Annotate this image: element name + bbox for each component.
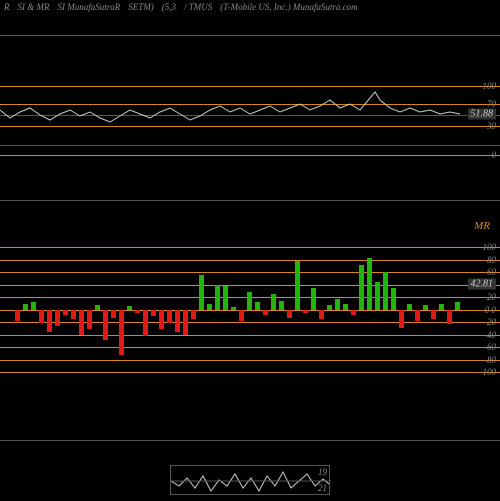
hist-bar <box>399 310 404 328</box>
mini-label-top: 19 <box>318 467 327 477</box>
hist-bar <box>383 272 388 310</box>
hist-axis-label: -20 <box>484 317 496 327</box>
hist-bar <box>87 310 92 329</box>
hist-bar <box>271 294 276 310</box>
hist-gridline <box>0 322 500 323</box>
hist-axis-label: 0 0 <box>485 305 496 315</box>
hist-bar <box>207 304 212 310</box>
hist-bar <box>95 305 100 310</box>
hist-bar <box>191 310 196 319</box>
hist-value-tag: 42.81 <box>468 279 497 290</box>
hist-bar <box>367 258 372 310</box>
hist-bar <box>47 310 52 332</box>
hist-bar <box>407 304 412 310</box>
hist-bar <box>55 310 60 326</box>
hist-bar <box>279 301 284 310</box>
hist-bar <box>303 310 308 313</box>
hist-bar <box>375 282 380 310</box>
hist-bar <box>71 310 76 319</box>
hist-bar <box>127 306 132 310</box>
hist-border <box>0 440 500 441</box>
hist-axis-label: -80 <box>484 355 496 365</box>
hist-bar <box>119 310 124 355</box>
hist-bar <box>199 275 204 310</box>
mini-line <box>171 466 331 496</box>
hist-bar <box>151 310 156 316</box>
hist-bar <box>423 305 428 310</box>
hist-bar <box>351 310 356 315</box>
hist-bar <box>335 299 340 310</box>
hist-bar <box>415 310 420 321</box>
hist-axis-label: 80 <box>487 255 496 265</box>
hist-bar <box>311 288 316 310</box>
hist-bar <box>135 310 140 313</box>
hist-bar <box>31 302 36 310</box>
hist-bar <box>175 310 180 332</box>
hist-bar <box>391 288 396 310</box>
rsi-value-tag: 51.88 <box>468 109 497 120</box>
hist-bar <box>15 310 20 321</box>
hist-bar <box>287 310 292 318</box>
hist-bar <box>23 304 28 310</box>
hist-bar <box>255 302 260 310</box>
hist-bar <box>215 285 220 310</box>
hist-axis-label: -40 <box>484 330 496 340</box>
hist-axis-label: -100 <box>480 367 497 377</box>
mini-label-bottom: 21 <box>318 483 327 493</box>
hist-bar <box>63 310 68 315</box>
hist-bar <box>327 305 332 310</box>
hist-bar <box>295 261 300 310</box>
hist-bar <box>247 292 252 310</box>
hist-axis-label: -60 <box>484 342 496 352</box>
hist-bar <box>439 304 444 310</box>
hist-bar <box>447 310 452 324</box>
hist-bar <box>319 310 324 319</box>
hist-axis-label: 60 <box>487 267 496 277</box>
hist-gridline <box>0 285 500 286</box>
hist-bar <box>167 310 172 323</box>
hist-bar <box>431 310 436 319</box>
hist-gridline <box>0 335 500 336</box>
hist-border <box>0 200 500 201</box>
hist-bar <box>231 307 236 310</box>
hist-bar <box>111 310 116 318</box>
rsi-line-chart <box>0 0 500 200</box>
hist-axis-label: 100 <box>483 242 497 252</box>
hist-gridline <box>0 372 500 373</box>
hist-gridline <box>0 347 500 348</box>
hist-bar <box>79 310 84 335</box>
hist-gridline <box>0 272 500 273</box>
hist-bar <box>223 286 228 310</box>
hist-bar <box>343 304 348 310</box>
hist-bar <box>239 310 244 321</box>
mini-panel: 19 21 <box>170 465 330 495</box>
hist-gridline <box>0 260 500 261</box>
mr-label: MR <box>474 220 490 232</box>
hist-bar <box>103 310 108 340</box>
hist-bar <box>183 310 188 335</box>
hist-bar <box>455 302 460 310</box>
hist-bar <box>263 310 268 315</box>
hist-bar <box>39 310 44 323</box>
hist-bar <box>359 265 364 310</box>
hist-gridline <box>0 360 500 361</box>
hist-bar <box>159 310 164 329</box>
hist-gridline <box>0 247 500 248</box>
hist-axis-label: 20 <box>487 292 496 302</box>
hist-bar <box>143 310 148 336</box>
